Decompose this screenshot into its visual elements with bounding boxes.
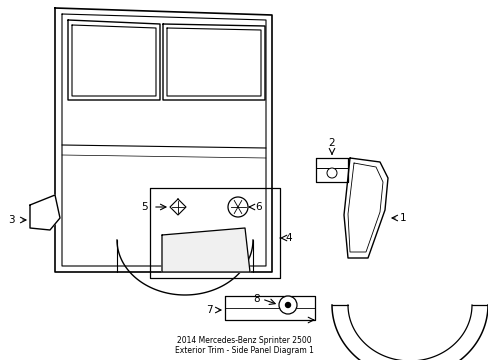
Text: 2014 Mercedes-Benz Sprinter 2500
Exterior Trim - Side Panel Diagram 1: 2014 Mercedes-Benz Sprinter 2500 Exterio… xyxy=(174,336,313,355)
Text: 4: 4 xyxy=(285,233,291,243)
Text: 1: 1 xyxy=(399,213,406,223)
Text: 2: 2 xyxy=(328,138,335,148)
Circle shape xyxy=(279,296,296,314)
Circle shape xyxy=(285,302,290,307)
Polygon shape xyxy=(162,228,249,272)
Polygon shape xyxy=(331,305,487,360)
Text: 6: 6 xyxy=(254,202,261,212)
Circle shape xyxy=(227,197,247,217)
Text: 3: 3 xyxy=(8,215,15,225)
Polygon shape xyxy=(343,158,387,258)
Text: 8: 8 xyxy=(253,294,260,304)
Polygon shape xyxy=(30,195,60,230)
Text: 5: 5 xyxy=(141,202,148,212)
Text: 7: 7 xyxy=(206,305,213,315)
Circle shape xyxy=(326,168,336,178)
